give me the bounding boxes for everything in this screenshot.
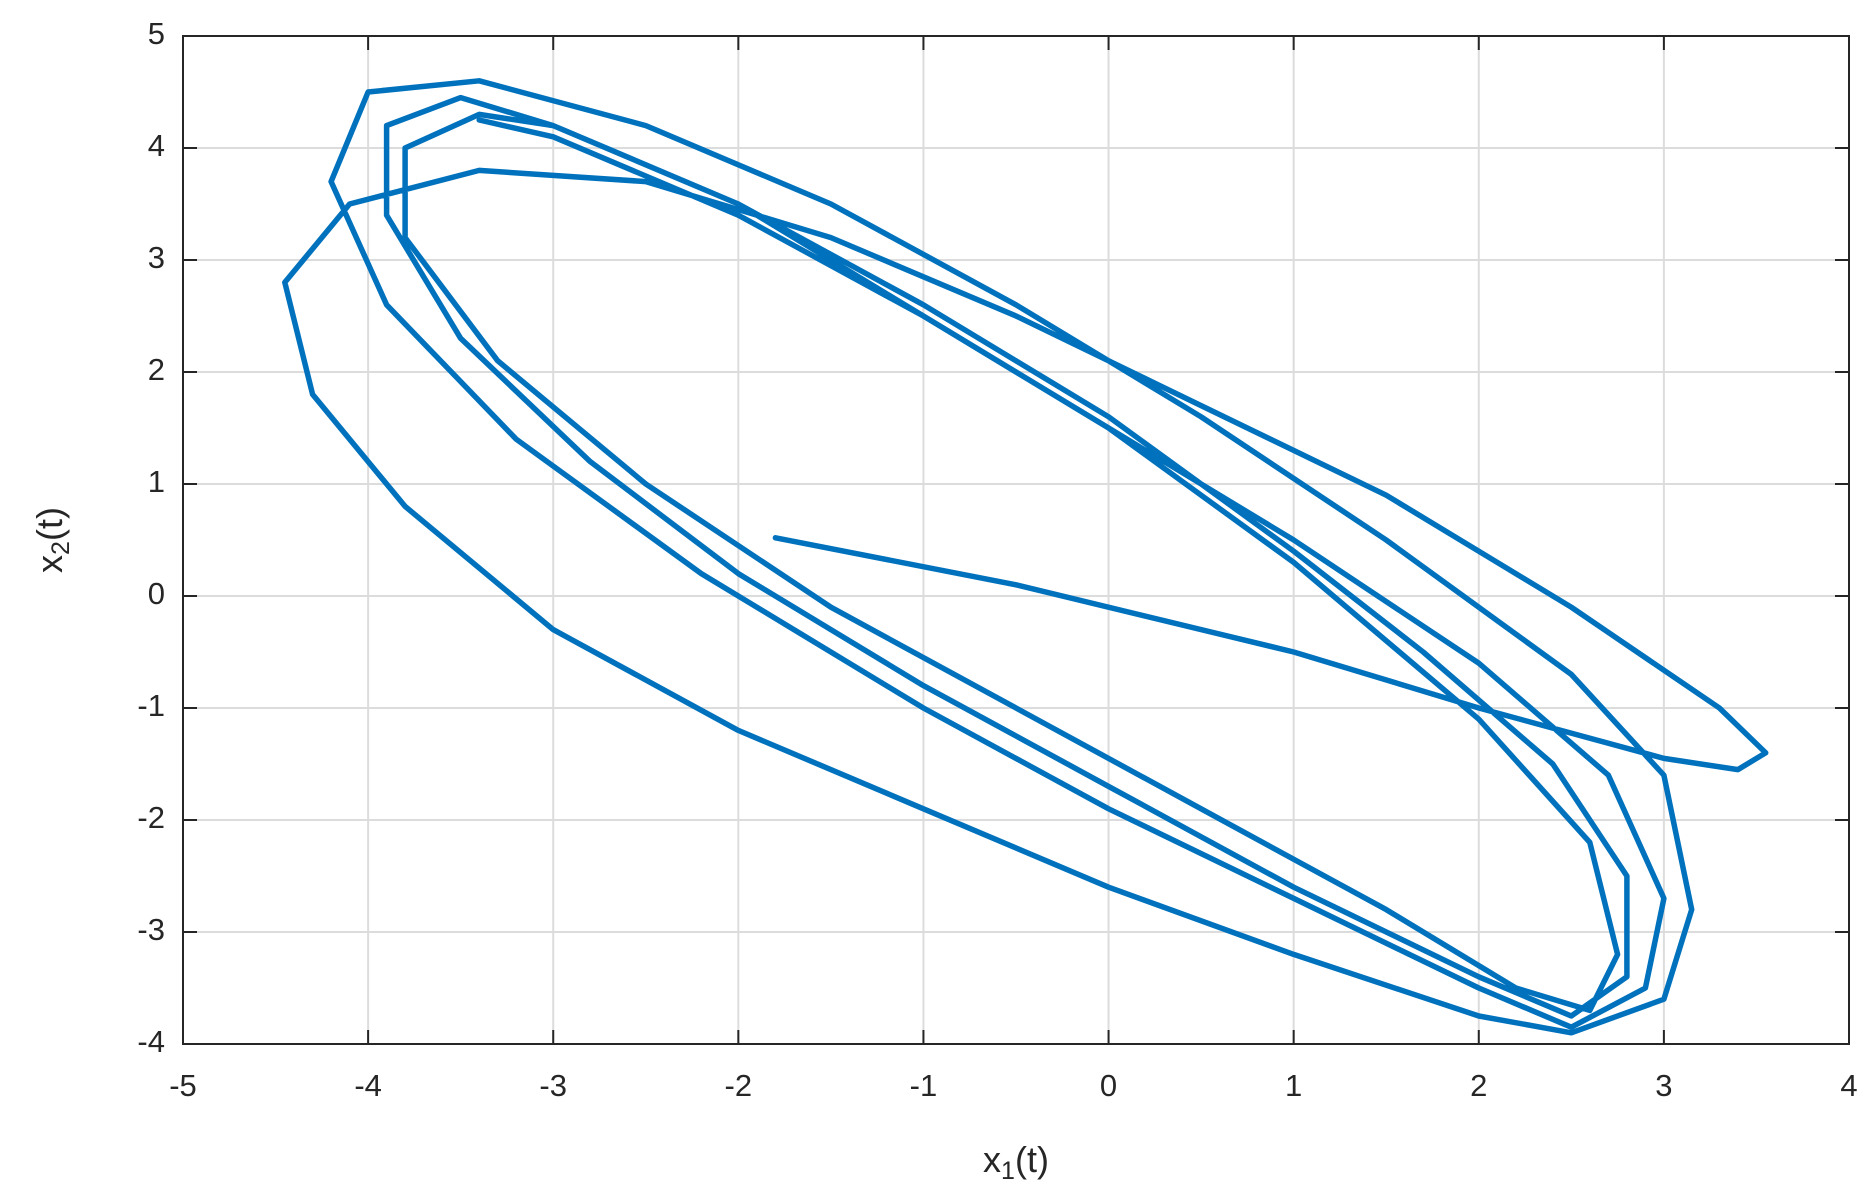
y-tick-label: 1	[148, 464, 165, 499]
y-label-tail: (t)	[29, 507, 70, 541]
x-tick-label: -5	[169, 1068, 197, 1103]
x-tick-label: 3	[1655, 1068, 1672, 1103]
y-tick-label: -1	[137, 688, 165, 723]
x-label-tail: (t)	[1015, 1139, 1049, 1180]
y-tick-label: 4	[148, 128, 165, 163]
y-label-sub: 2	[47, 541, 75, 555]
x-tick-label: 4	[1840, 1068, 1857, 1103]
x-tick-label: 0	[1100, 1068, 1117, 1103]
y-tick-label: -4	[137, 1024, 165, 1059]
y-tick-label: 5	[148, 16, 165, 51]
y-tick-label: 2	[148, 352, 165, 387]
x-tick-label: -3	[539, 1068, 567, 1103]
x-tick-label: -1	[910, 1068, 938, 1103]
y-tick-label: 0	[148, 576, 165, 611]
x-tick-label: -2	[725, 1068, 753, 1103]
y-tick-label: 3	[148, 240, 165, 275]
y-axis-label: x2(t)	[29, 507, 75, 573]
x-axis-label: x1(t)	[983, 1139, 1049, 1185]
y-label-base: x	[29, 555, 70, 573]
x-tick-label: 1	[1285, 1068, 1302, 1103]
y-tick-label: -3	[137, 912, 165, 947]
x-label-sub: 1	[1001, 1157, 1015, 1185]
x-label-base: x	[983, 1139, 1001, 1180]
x-tick-label: -4	[354, 1068, 382, 1103]
plot-frame	[182, 35, 1850, 1045]
trajectory-line	[282, 78, 1769, 1036]
x-tick-label: 2	[1470, 1068, 1487, 1103]
y-tick-label: -2	[137, 800, 165, 835]
